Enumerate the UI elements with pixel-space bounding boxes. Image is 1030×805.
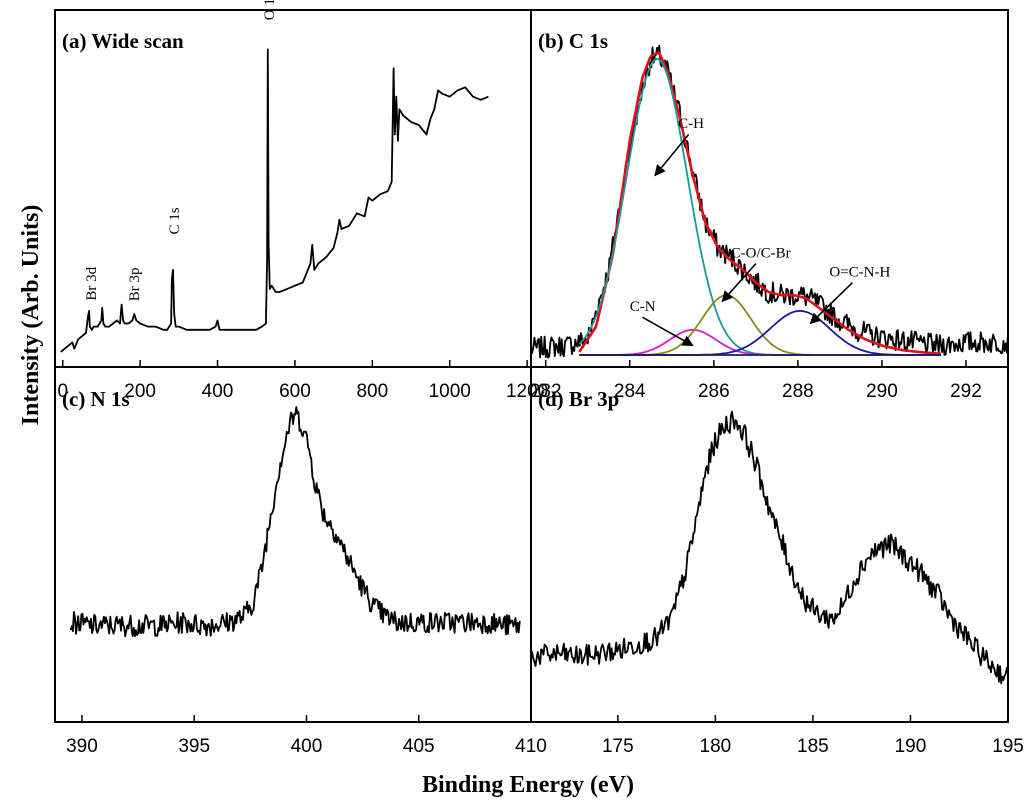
x-tick-label: 290 xyxy=(866,381,898,402)
x-tick-label: 185 xyxy=(797,736,829,757)
peak-label: Br 3p xyxy=(127,267,143,301)
series-spectrum xyxy=(60,48,489,353)
x-tick-label: 292 xyxy=(950,381,982,402)
x-tick-label: 0 xyxy=(57,381,68,402)
x-tick-label: 390 xyxy=(66,736,98,757)
panel-title: (c) N 1s xyxy=(62,387,130,411)
series-c-n xyxy=(579,328,941,356)
annotation-label: C-H xyxy=(678,116,704,132)
panel-title: (a) Wide scan xyxy=(62,29,184,53)
peak-label: C 1s xyxy=(167,207,183,234)
x-tick-label: 200 xyxy=(124,381,156,402)
peak-label: O 1s xyxy=(262,0,278,20)
x-tick-label: 288 xyxy=(782,381,814,402)
peak-label: Br 3d xyxy=(84,266,100,300)
x-tick-label: 600 xyxy=(279,381,311,402)
panel-frame xyxy=(54,9,532,368)
x-axis-title: Binding Energy (eV) xyxy=(422,772,634,798)
series-spectrum xyxy=(69,406,521,638)
x-tick-label: 410 xyxy=(515,736,547,757)
x-tick-label: 286 xyxy=(698,381,730,402)
series-fit xyxy=(578,51,941,355)
panel-frame xyxy=(530,366,1009,723)
annotation-label: C-O/C-Br xyxy=(731,245,791,261)
panel-d: 175 180 185 190 195 (d) Br 3p xyxy=(530,366,1024,757)
panel-frame xyxy=(530,9,1009,368)
series-spectrum xyxy=(530,410,1009,685)
x-tick-label: 400 xyxy=(291,736,323,757)
annotation-arrow xyxy=(809,281,854,325)
annotation-arrow xyxy=(654,133,690,177)
panel-title: (d) Br 3p xyxy=(538,387,619,411)
x-tick-label: 1200 xyxy=(506,381,548,402)
x-tick-label: 180 xyxy=(700,736,732,757)
x-tick-label: 282 xyxy=(530,381,562,402)
x-tick-label: 395 xyxy=(178,736,210,757)
panel-title: (b) C 1s xyxy=(538,29,608,53)
annotation-label: O=C-N-H xyxy=(829,264,890,280)
x-tick-label: 405 xyxy=(403,736,435,757)
annotation-arrow xyxy=(721,263,757,303)
x-tick-label: 400 xyxy=(202,381,234,402)
series-raw xyxy=(530,44,1009,359)
x-tick-label: 284 xyxy=(614,381,646,402)
x-tick-label: 800 xyxy=(356,381,388,402)
panel-c: 390 395 400 405 410 (c) N 1s xyxy=(54,366,547,757)
x-tick-label: 175 xyxy=(602,736,634,757)
panel-b: 282 284 286 288 290 292 (b) C 1s C-H C-O/C-Br O=C… xyxy=(530,9,1009,402)
annotation-arrow xyxy=(641,316,694,347)
panel-a: 0 200 400 600 800 1000 1200 (a) Wide scan Br 3d B… xyxy=(54,0,548,402)
y-axis-title: Intensity (Arb. Units) xyxy=(18,205,44,426)
x-tick-label: 1000 xyxy=(429,381,471,402)
annotation-label: C-N xyxy=(630,299,656,315)
x-tick-label: 195 xyxy=(992,736,1024,757)
x-tick-label: 190 xyxy=(895,736,927,757)
